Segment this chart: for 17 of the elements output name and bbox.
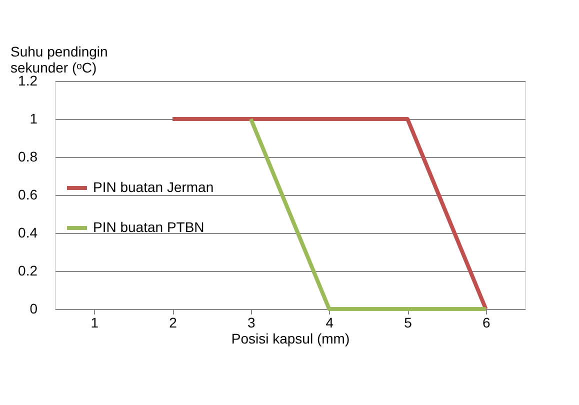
x-tick-label: 2 bbox=[169, 314, 178, 330]
x-tick-label: 5 bbox=[404, 314, 412, 330]
x-tick-label: 3 bbox=[247, 314, 256, 330]
y-tick-label: 0.2 bbox=[18, 262, 38, 278]
x-axis-title: Posisi kapsul (mm) bbox=[231, 330, 350, 346]
y-tick-label: 0.6 bbox=[18, 186, 38, 202]
y-tick-label: 0.4 bbox=[18, 224, 38, 240]
x-tick-label: 1 bbox=[90, 314, 99, 330]
x-tick-label: 4 bbox=[326, 314, 334, 330]
legend-label: PIN buatan Jerman bbox=[93, 179, 214, 195]
y-axis-title: Suhu pendingin sekunder (ᵒC) bbox=[10, 44, 108, 76]
y-tick-label: 1 bbox=[30, 110, 38, 126]
legend-label: PIN buatan PTBN bbox=[93, 219, 204, 235]
y-tick-label: 0.8 bbox=[18, 148, 38, 164]
y-tick-label: 0 bbox=[30, 300, 38, 316]
x-tick-label: 6 bbox=[482, 314, 490, 330]
y-tick-label: 1.2 bbox=[18, 72, 38, 88]
